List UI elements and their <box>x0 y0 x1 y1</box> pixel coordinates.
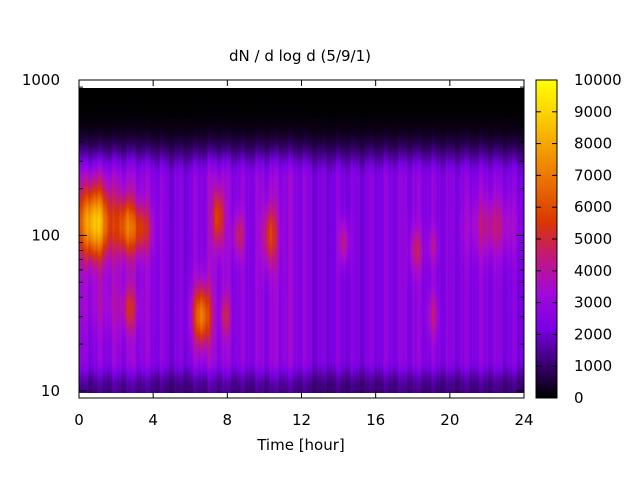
colorbar-tick-label: 6000 <box>574 198 612 216</box>
x-tick-label: 4 <box>148 411 158 429</box>
colorbar-tick-label: 1000 <box>574 357 612 375</box>
y-tick-label: 1000 <box>22 71 60 89</box>
colorbar-tick-label: 3000 <box>574 294 612 312</box>
colorbar-tick-label: 0 <box>574 389 584 407</box>
colorbar-ticks: 0 1000 2000 3000 4000 5000 6000 7000 8000 9000 100… <box>536 71 622 407</box>
x-tick-label: 24 <box>514 411 533 429</box>
colorbar-tick-label: 5000 <box>574 230 612 248</box>
colorbar-tick-label: 10000 <box>574 71 622 89</box>
x-tick-label: 8 <box>223 411 233 429</box>
colorbar-tick-label: 8000 <box>574 135 612 153</box>
colorbar-tick-label: 2000 <box>574 325 612 343</box>
x-axis: 0 4 8 12 16 20 24 <box>74 80 534 429</box>
colorbar-gradient <box>536 80 557 398</box>
colorbar-tick-label: 7000 <box>574 166 612 184</box>
chart-title: dN / d log d (5/9/1) <box>229 47 371 65</box>
colorbar-tick-label: 4000 <box>574 262 612 280</box>
plot-area <box>78 79 525 399</box>
x-tick-label: 12 <box>292 411 311 429</box>
x-axis-label: Time [hour] <box>256 436 345 454</box>
heatmap-image <box>79 88 524 393</box>
y-tick-label: 10 <box>41 382 60 400</box>
y-axis: 10 100 1000 <box>22 71 524 400</box>
x-tick-label: 0 <box>74 411 84 429</box>
x-tick-label: 20 <box>440 411 459 429</box>
y-tick-label: 100 <box>31 226 60 244</box>
colorbar-tick-label: 9000 <box>574 103 612 121</box>
x-tick-label: 16 <box>366 411 385 429</box>
